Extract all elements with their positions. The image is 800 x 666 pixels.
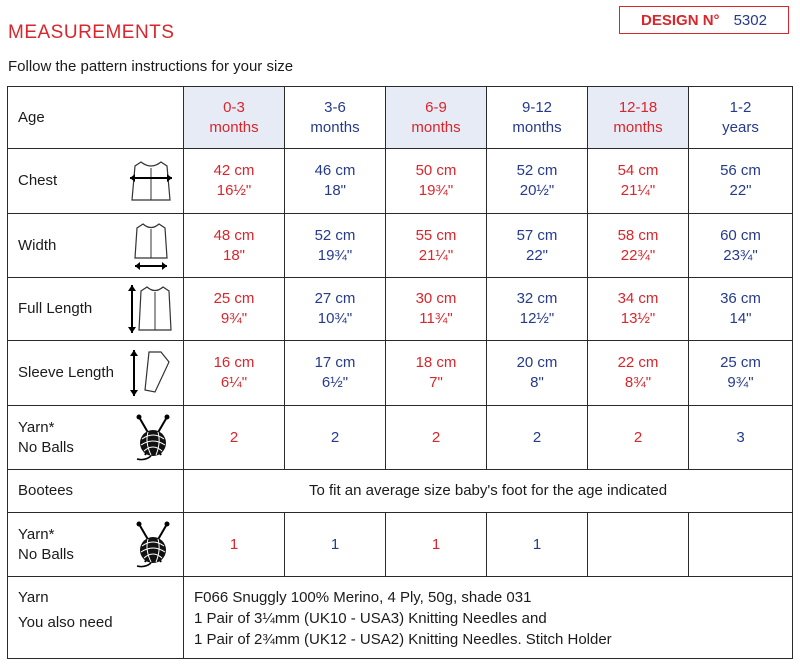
width-measure-icon — [127, 220, 175, 272]
bootees-note: To fit an average size baby's foot for t… — [183, 469, 793, 513]
design-label: DESIGN N° — [641, 11, 720, 29]
subtitle: Follow the pattern instructions for your… — [8, 58, 294, 75]
page-title: MEASUREMENTS — [8, 22, 175, 43]
row-label: Full Length — [18, 300, 93, 317]
yarn-label: Yarn* — [18, 418, 55, 436]
bootees-row: Bootees To fit an average size baby's fo… — [7, 469, 793, 513]
yarn-label-cell: Yarn* No Balls — [7, 405, 184, 470]
length-measure-icon — [127, 282, 175, 336]
width-label-cell: Width — [7, 213, 184, 278]
no-balls-label: No Balls — [18, 438, 74, 456]
age-row: Age 0-3 months 3-6 months 6-9 months 9-12 mo… — [7, 86, 793, 149]
yarn-balls-row: Yarn* No Balls 2 2 2 2 2 3 — [7, 405, 793, 470]
yarn-info-label: Yarn — [18, 589, 49, 606]
sleeve-measure-icon — [127, 346, 175, 400]
chest-measure-icon — [127, 156, 175, 206]
also-need-label: You also need — [18, 614, 113, 631]
design-number-box: DESIGN N° 5302 — [619, 6, 789, 34]
size-6-9-months: 6-9 months — [385, 86, 487, 149]
info-labels: Yarn You also need — [7, 576, 184, 659]
row-label: Sleeve Length — [18, 364, 114, 381]
info-row: Yarn You also need F066 Snuggly 100% Mer… — [7, 576, 793, 659]
size-9-12-months: 9-12 months — [486, 86, 588, 149]
sleeve-length-label-cell: Sleeve Length — [7, 340, 184, 406]
sleeve-length-row: Sleeve Length 16 cm 6¼" 17 cm 6½" 18 cm 7" … — [7, 340, 793, 406]
no-balls-label: No Balls — [18, 545, 74, 563]
bootees-yarn-balls-row: Yarn* No Balls 1 1 1 1 — [7, 512, 793, 577]
yarn-label: Yarn* — [18, 525, 55, 543]
need-line-1: 1 Pair of 3¼mm (UK10 - USA3) Knitting Ne… — [194, 610, 547, 627]
full-length-label-cell: Full Length — [7, 277, 184, 341]
bootees-yarn-label-cell: Yarn* No Balls — [7, 512, 184, 577]
need-line-2: 1 Pair of 2¾mm (UK12 - USA2) Knitting Ne… — [194, 631, 612, 648]
yarn-ball-icon — [131, 520, 175, 570]
measurements-table: Age 0-3 months 3-6 months 6-9 months 9-12 mo… — [7, 86, 793, 659]
design-number: 5302 — [733, 11, 767, 29]
yarn-ball-icon — [131, 413, 175, 463]
size-3-6-months: 3-6 months — [284, 86, 386, 149]
size-0-3-months: 0-3 months — [183, 86, 285, 149]
full-length-row: Full Length 25 cm 9¾" 27 cm 10¾" 30 cm 11¾"… — [7, 277, 793, 341]
bootees-label: Bootees — [7, 469, 184, 513]
row-label: Width — [18, 236, 57, 254]
width-row: Width 48 cm 18" 52 cm 19¾" 55 cm 21¼" 57 cm… — [7, 213, 793, 278]
size-1-2-years: 1-2 years — [688, 86, 793, 149]
chest-label-cell: Chest — [7, 148, 184, 214]
info-text: F066 Snuggly 100% Merino, 4 Ply, 50g, sh… — [183, 576, 793, 659]
row-label: Chest — [18, 172, 58, 189]
chest-row: Chest 42 cm 16½" 46 cm 18" 50 cm 19¾" 52 cm… — [7, 148, 793, 214]
size-12-18-months: 12-18 months — [587, 86, 689, 149]
age-label: Age — [7, 86, 184, 149]
yarn-info-text: F066 Snuggly 100% Merino, 4 Ply, 50g, sh… — [194, 589, 532, 606]
